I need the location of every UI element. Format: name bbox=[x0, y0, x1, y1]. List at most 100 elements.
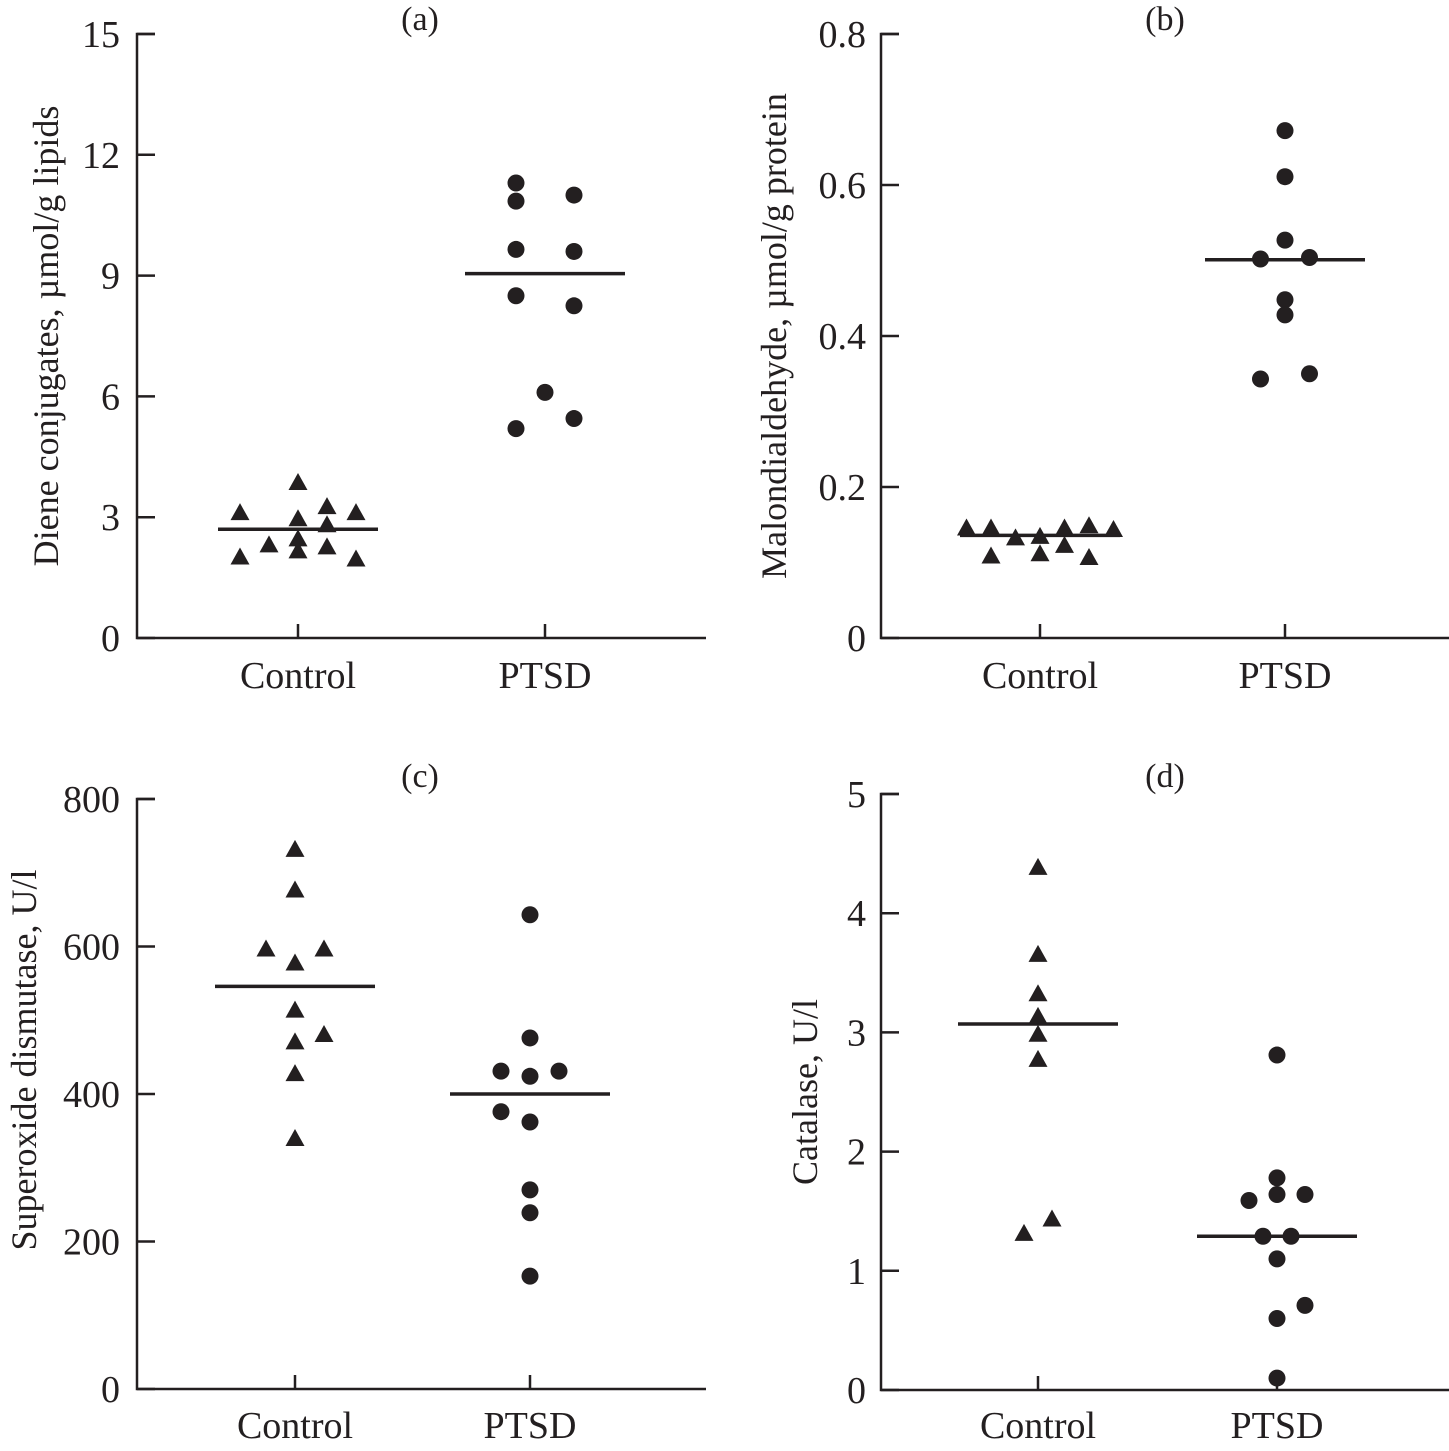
data-point-circle bbox=[507, 174, 525, 192]
y-tick-label: 200 bbox=[63, 1222, 120, 1264]
series-control bbox=[215, 839, 375, 1146]
data-point-circle bbox=[492, 1062, 510, 1080]
axes bbox=[879, 32, 1449, 640]
data-point-circle bbox=[565, 410, 583, 428]
data-point-circle bbox=[1268, 1250, 1286, 1268]
y-tick-label: 0 bbox=[847, 618, 866, 660]
data-point-triangle bbox=[285, 1064, 305, 1082]
axes bbox=[879, 792, 1449, 1392]
data-point-triangle bbox=[1028, 944, 1048, 962]
y-tick-label: 5 bbox=[847, 774, 866, 816]
data-point-triangle bbox=[346, 549, 366, 567]
data-point-circle bbox=[1301, 248, 1318, 266]
x-tick-label-control: Control bbox=[240, 655, 356, 697]
data-point-circle bbox=[521, 1113, 539, 1131]
data-point-triangle bbox=[288, 541, 308, 559]
data-point-triangle bbox=[259, 535, 279, 553]
data-point-circle bbox=[507, 192, 525, 210]
x-tick-label-ptsd: PTSD bbox=[499, 655, 592, 697]
data-point-triangle bbox=[1079, 547, 1099, 565]
data-point-triangle bbox=[1028, 1024, 1048, 1042]
data-point-circle bbox=[1268, 1186, 1286, 1204]
panel-b: 0 0.2 0.4 0.6 0.8 Control PTSD (b) Malondialdehy… bbox=[754, 1, 1449, 697]
data-point-circle bbox=[507, 287, 525, 305]
data-point-circle bbox=[1268, 1369, 1286, 1387]
y-tick-label: 2 bbox=[847, 1132, 866, 1174]
data-point-circle bbox=[536, 383, 554, 401]
data-point-triangle bbox=[314, 939, 334, 957]
x-tick-label-control: Control bbox=[237, 1405, 353, 1447]
y-tick-label: 3 bbox=[847, 1012, 866, 1054]
data-point-triangle bbox=[317, 497, 337, 515]
data-point-circle bbox=[1276, 291, 1294, 309]
data-point-triangle bbox=[317, 515, 337, 533]
data-point-triangle bbox=[317, 537, 337, 555]
data-point-triangle bbox=[285, 953, 305, 971]
data-point-circle bbox=[1268, 1309, 1286, 1327]
data-point-circle bbox=[1276, 168, 1294, 186]
data-point-circle bbox=[521, 906, 539, 924]
y-tick-label: 0 bbox=[101, 1369, 120, 1411]
data-point-circle bbox=[1254, 1227, 1272, 1245]
x-tick-label-control: Control bbox=[980, 1405, 1096, 1447]
axes bbox=[135, 32, 706, 640]
data-point-circle bbox=[1276, 122, 1294, 140]
y-axis-title: Diene conjugates, µmol/g lipids bbox=[26, 106, 66, 567]
y-axis-title: Malondialdehyde, µmol/g protein bbox=[754, 93, 794, 579]
data-point-triangle bbox=[957, 518, 976, 536]
data-point-circle bbox=[521, 1204, 539, 1222]
data-point-triangle bbox=[1079, 516, 1099, 534]
data-point-triangle bbox=[314, 1025, 334, 1042]
data-point-circle bbox=[1282, 1227, 1300, 1245]
data-point-circle bbox=[1252, 370, 1269, 388]
data-point-circle bbox=[1296, 1186, 1314, 1204]
data-point-triangle bbox=[288, 529, 308, 547]
data-point-triangle bbox=[1014, 1223, 1034, 1241]
data-point-triangle bbox=[285, 1032, 305, 1050]
series-ptsd bbox=[1205, 122, 1365, 388]
panel-title: (c) bbox=[401, 758, 439, 795]
y-tick-label: 800 bbox=[63, 779, 120, 821]
data-point-circle bbox=[565, 297, 583, 315]
data-point-circle bbox=[1268, 1169, 1286, 1187]
y-tick-label: 400 bbox=[63, 1074, 120, 1116]
y-tick-label: 600 bbox=[63, 927, 120, 969]
data-point-triangle bbox=[1028, 1049, 1048, 1067]
data-point-triangle bbox=[230, 547, 250, 565]
panel-c: 0 200 400 600 800 Control PTSD (c) Superoxide di… bbox=[4, 758, 706, 1447]
y-tick-label: 3 bbox=[101, 497, 120, 539]
data-point-circle bbox=[1276, 231, 1294, 249]
data-point-triangle bbox=[981, 546, 1001, 564]
data-point-triangle bbox=[285, 839, 305, 857]
series-control bbox=[957, 516, 1123, 565]
data-point-circle bbox=[1240, 1191, 1258, 1209]
data-point-circle bbox=[521, 1267, 539, 1285]
data-point-circle bbox=[1276, 306, 1294, 324]
data-point-triangle bbox=[1104, 520, 1123, 538]
data-point-triangle bbox=[285, 1128, 305, 1146]
y-tick-label: 1 bbox=[847, 1251, 866, 1293]
series-ptsd bbox=[1197, 1046, 1357, 1387]
y-tick-label: 0.8 bbox=[819, 14, 867, 56]
data-point-triangle bbox=[981, 518, 1001, 536]
x-tick-label-ptsd: PTSD bbox=[484, 1405, 577, 1447]
data-point-triangle bbox=[1006, 528, 1025, 546]
series-control bbox=[958, 857, 1118, 1241]
x-tick-label-ptsd: PTSD bbox=[1239, 655, 1332, 697]
axes bbox=[135, 797, 706, 1391]
data-point-circle bbox=[1296, 1296, 1314, 1314]
panel-title: (d) bbox=[1145, 758, 1185, 795]
data-point-triangle bbox=[256, 939, 276, 957]
series-ptsd bbox=[465, 174, 625, 438]
data-point-circle bbox=[507, 240, 525, 258]
data-point-circle bbox=[521, 1181, 539, 1199]
y-axis-title: Catalase, U/l bbox=[785, 999, 825, 1185]
panel-title: (b) bbox=[1145, 1, 1185, 38]
y-tick-label: 15 bbox=[82, 14, 120, 56]
series-ptsd bbox=[450, 906, 610, 1285]
x-tick-label-control: Control bbox=[982, 655, 1098, 697]
data-point-circle bbox=[565, 242, 583, 260]
x-tick-label-ptsd: PTSD bbox=[1231, 1405, 1324, 1447]
series-control bbox=[218, 472, 378, 567]
data-point-triangle bbox=[1030, 544, 1050, 562]
